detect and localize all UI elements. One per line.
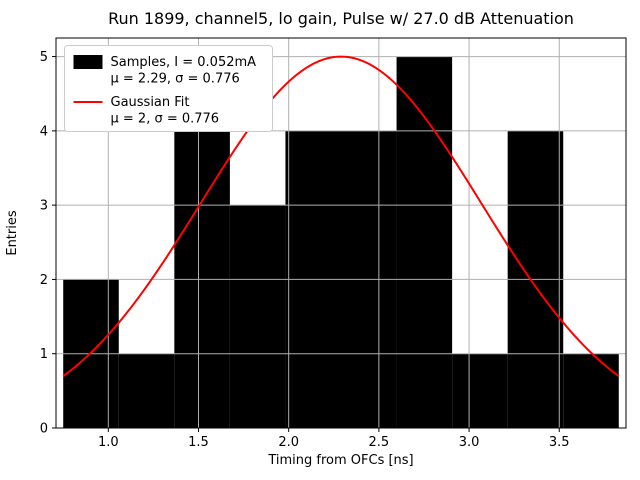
histogram-bar-1 xyxy=(118,353,175,428)
x-tick-label: 1.0 xyxy=(98,435,119,450)
legend-entry-0-line-1: μ = 2.29, σ = 0.776 xyxy=(111,72,240,87)
legend-entry-0-line-0: Samples, I = 0.052mA xyxy=(111,55,257,70)
x-tick-label: 2.0 xyxy=(278,435,299,450)
histogram-bar-3 xyxy=(229,205,286,428)
x-axis-label: Timing from OFCs [ns] xyxy=(267,453,413,468)
axes-spines xyxy=(55,37,627,429)
x-tick-label: 1.5 xyxy=(188,435,209,450)
gaussian-fit-line xyxy=(62,55,620,377)
y-tick-label: 1 xyxy=(40,347,48,362)
legend-box xyxy=(64,45,273,132)
histogram-bar-7 xyxy=(452,353,508,428)
y-tick-label: 0 xyxy=(40,422,48,437)
legend-swatch-patch xyxy=(73,55,103,69)
y-tick-label: 2 xyxy=(40,273,48,288)
y-tick-label: 5 xyxy=(40,50,48,65)
legend-entry-1-line-0: Gaussian Fit xyxy=(111,95,190,110)
legend-entry-1-line-1: μ = 2, σ = 0.776 xyxy=(111,112,220,127)
x-tick-label: 3.5 xyxy=(549,435,570,450)
x-tick-label: 2.5 xyxy=(369,435,390,450)
y-axis-label: Entries xyxy=(5,210,20,256)
y-tick-label: 3 xyxy=(40,199,48,214)
y-tick-label: 4 xyxy=(40,124,48,139)
chart-title: Run 1899, channel5, lo gain, Pulse w/ 27… xyxy=(108,9,574,28)
histogram-bar-6 xyxy=(396,56,453,428)
legend: Samples, I = 0.052mA μ = 2.29, σ = 0.776 G… xyxy=(64,45,273,132)
x-tick-label: 3.0 xyxy=(459,435,480,450)
histogram-bar-9 xyxy=(563,353,619,428)
